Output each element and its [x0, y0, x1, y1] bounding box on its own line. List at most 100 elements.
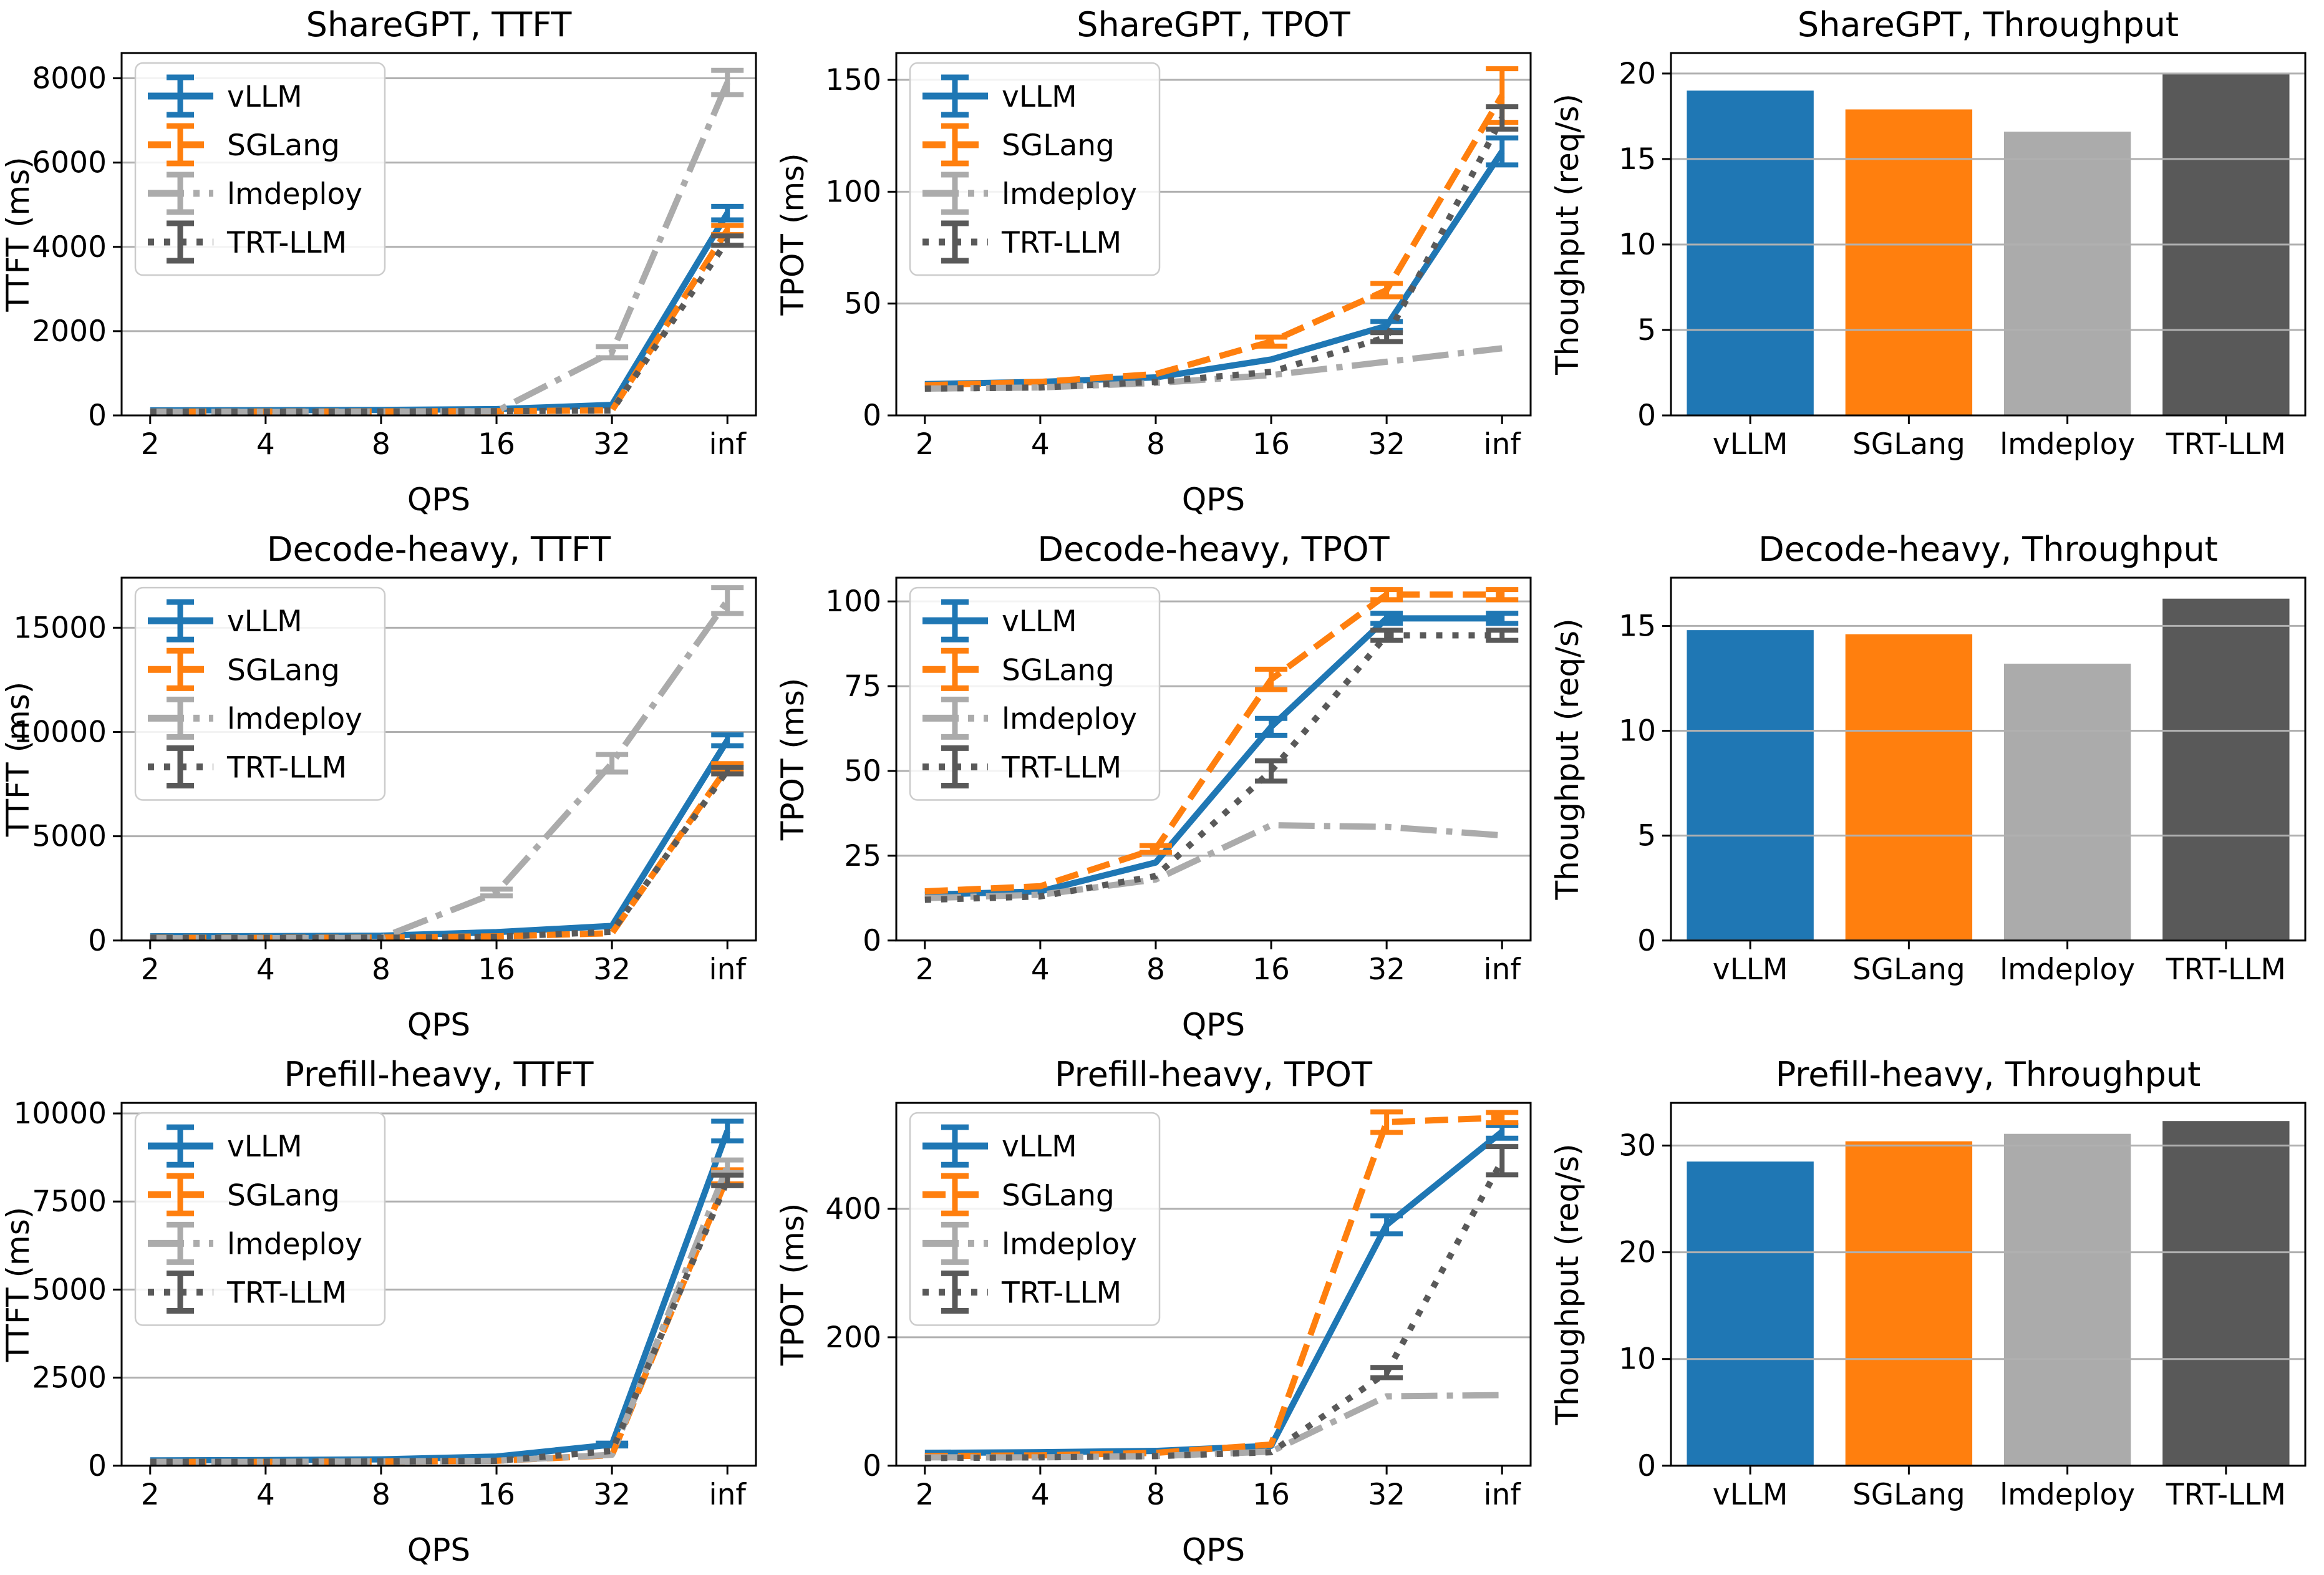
legend-entry-lmdeploy: lmdeploy — [148, 172, 362, 215]
chart-sharegpt-ttft: 0 2000 4000 6000 8000 2 4 8 16 32 inf ShareGPT, TTF… — [0, 0, 775, 525]
series-line — [924, 821, 1503, 901]
legend-entry-sglang: SGLang — [922, 123, 1115, 167]
y-tick-label: 5 — [1637, 313, 1656, 347]
series-line — [924, 116, 1505, 392]
y-axis-label: Thoughput (req/s) — [1549, 618, 1586, 900]
series-line — [924, 150, 1505, 387]
legend-entry-vllm: vLLM — [922, 74, 1077, 118]
y-tick-label: 10 — [1619, 1342, 1656, 1377]
y-tick-label: 10000 — [14, 715, 107, 749]
series-line — [924, 632, 1503, 903]
legend-label: vLLM — [1002, 604, 1077, 639]
y-tick-label: 50 — [844, 754, 881, 788]
x-tick-label: SGLang — [1852, 427, 1965, 462]
y-tick-label: 75 — [844, 669, 881, 704]
legend-box — [134, 62, 386, 276]
legend-label: SGLang — [227, 653, 340, 687]
x-tick-label: 8 — [372, 427, 390, 462]
legend-label: lmdeploy — [1002, 1227, 1137, 1261]
y-tick-label: 0 — [88, 399, 107, 433]
series-trt-llm — [924, 104, 1519, 392]
y-axis-label: Thoughput (req/s) — [1549, 94, 1586, 376]
x-tick-label: 32 — [593, 427, 631, 462]
y-tick-label: 6000 — [32, 146, 107, 180]
legend-box — [909, 62, 1161, 276]
axes-spines — [1670, 576, 2307, 942]
x-tick-label: 8 — [1146, 952, 1165, 987]
legend-entry-sglang: SGLang — [148, 647, 340, 691]
y-tick-label: 10000 — [14, 1097, 107, 1131]
x-tick-label: SGLang — [1852, 952, 1965, 987]
y-tick-label: 20 — [1619, 1236, 1656, 1270]
chart-title: ShareGPT, Throughput — [1798, 5, 2179, 44]
x-tick-label: 8 — [372, 1478, 390, 1512]
x-tick-label: TRT-LLM — [2166, 1478, 2286, 1512]
legend-label: vLLM — [1002, 1130, 1077, 1164]
x-tick-label: 16 — [478, 952, 515, 987]
series-line — [924, 1392, 1503, 1461]
legend-label: SGLang — [227, 1178, 340, 1213]
series-trt-llm — [924, 1144, 1519, 1461]
legend-label: SGLang — [1002, 1178, 1115, 1213]
y-tick-label: 4000 — [32, 230, 107, 264]
legend-entry-vllm: vLLM — [148, 74, 303, 118]
y-tick-label: 0 — [1637, 1449, 1656, 1483]
legend-entry-sglang: SGLang — [148, 123, 340, 167]
x-tick-label: SGLang — [1852, 1478, 1965, 1512]
y-axis: 0 5 10 15 20 — [1619, 57, 1671, 433]
x-tick-label: 2 — [141, 427, 160, 462]
legend-entry-sglang: SGLang — [922, 1173, 1115, 1216]
legend-label: vLLM — [227, 80, 303, 114]
bar-lmdeploy — [2003, 663, 2131, 941]
series-lmdeploy — [924, 345, 1503, 392]
axes-spines — [895, 1102, 1532, 1467]
y-tick-label: 2000 — [32, 314, 107, 349]
chart-title: Decode-heavy, Throughput — [1758, 530, 2218, 569]
series-line — [924, 591, 1503, 894]
legend-label: SGLang — [1002, 653, 1115, 687]
x-tick-label: 4 — [1031, 427, 1050, 462]
x-axis: 2 4 8 16 32 inf — [141, 940, 747, 987]
axes-spines — [120, 576, 757, 942]
chart-decode-heavy-throughput: 0 5 10 15 vLLM SGLang lmdeploy TRT-LLM Decode-he… — [1549, 525, 2324, 1050]
y-tick-label: 50 — [844, 287, 881, 321]
series-vllm — [924, 1123, 1519, 1456]
legend-box — [909, 1112, 1161, 1326]
series-lmdeploy — [924, 1392, 1503, 1461]
legend-label: TRT-LLM — [1001, 226, 1121, 260]
legend-entry-sglang: SGLang — [922, 647, 1115, 691]
legend-entry-trt-llm: TRT-LLM — [148, 1270, 347, 1314]
series-line — [150, 81, 730, 415]
y-axis: 0 2500 5000 7500 10000 — [14, 1097, 756, 1483]
series-vllm — [924, 611, 1519, 898]
y-axis: 0 25 50 75 100 — [825, 584, 1531, 958]
legend-label: lmdeploy — [1002, 177, 1137, 211]
legend-label: TRT-LLM — [226, 226, 347, 260]
y-axis-label: TPOT (ms) — [775, 1203, 811, 1366]
legend-box — [134, 1112, 386, 1326]
y-tick-label: 20 — [1619, 57, 1656, 91]
y-tick-label: 10 — [1619, 714, 1656, 749]
legend-label: lmdeploy — [227, 177, 362, 211]
y-tick-label: 0 — [863, 399, 881, 433]
legend-entry-trt-llm: TRT-LLM — [148, 220, 347, 264]
y-tick-label: 0 — [88, 1449, 107, 1483]
x-tick-label: 4 — [1031, 952, 1050, 987]
legend-label: lmdeploy — [227, 1227, 362, 1261]
bar-lmdeploy — [2003, 1133, 2131, 1466]
series-trt-llm — [150, 1172, 744, 1465]
chart-title: Decode-heavy, TPOT — [1037, 530, 1390, 569]
y-axis: 0 5 10 15 — [1619, 609, 1671, 958]
x-tick-label: 32 — [1368, 952, 1405, 987]
chart-title: Decode-heavy, TTFT — [267, 530, 611, 569]
x-tick-label: 4 — [256, 952, 275, 987]
x-tick-label: TRT-LLM — [2166, 427, 2286, 462]
y-tick-label: 0 — [863, 924, 881, 958]
y-tick-label: 100 — [825, 584, 881, 619]
chart-prefill-heavy-ttft-svg: 0 2500 5000 7500 10000 2 4 8 16 32 inf Prefill-heav… — [0, 1055, 757, 1568]
series-line — [150, 228, 730, 415]
x-tick-label: 2 — [916, 427, 934, 462]
legend-entry-trt-llm: TRT-LLM — [148, 745, 347, 789]
legend-entry-vllm: vLLM — [922, 599, 1077, 642]
